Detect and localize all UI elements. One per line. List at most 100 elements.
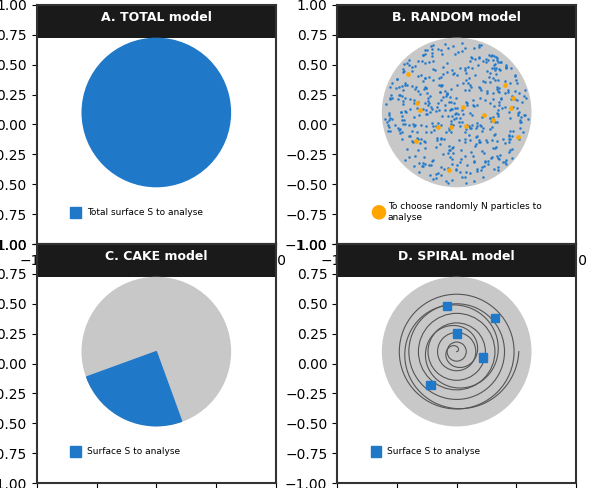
Point bbox=[425, 93, 435, 101]
Point bbox=[493, 154, 503, 162]
Point bbox=[485, 99, 495, 106]
Point bbox=[386, 95, 395, 103]
Point bbox=[493, 106, 503, 114]
Point bbox=[492, 109, 502, 117]
Point bbox=[440, 165, 449, 173]
Point bbox=[457, 155, 466, 163]
Point bbox=[452, 81, 462, 89]
Point bbox=[460, 152, 470, 160]
Point bbox=[461, 167, 471, 175]
Point bbox=[420, 59, 430, 66]
Point bbox=[440, 101, 450, 109]
Point bbox=[504, 139, 514, 146]
Point bbox=[445, 146, 455, 154]
Point bbox=[444, 99, 454, 106]
Point bbox=[428, 58, 438, 65]
Point bbox=[514, 108, 524, 116]
Point bbox=[461, 179, 471, 186]
Point bbox=[464, 131, 474, 139]
Point bbox=[489, 131, 498, 139]
Point bbox=[435, 140, 445, 148]
Point bbox=[489, 61, 499, 69]
Point bbox=[465, 122, 474, 130]
Point bbox=[435, 75, 444, 82]
Point bbox=[460, 138, 470, 145]
Point bbox=[398, 86, 408, 94]
Point bbox=[506, 95, 516, 103]
Point bbox=[404, 153, 414, 161]
Point bbox=[421, 74, 430, 81]
Point bbox=[397, 92, 407, 100]
Point bbox=[495, 151, 505, 159]
Point bbox=[482, 138, 492, 146]
Point bbox=[421, 84, 431, 92]
Point bbox=[516, 118, 526, 125]
Point bbox=[384, 123, 394, 131]
Point bbox=[474, 54, 484, 62]
Point bbox=[482, 89, 492, 97]
Point bbox=[420, 138, 430, 145]
Point bbox=[491, 64, 501, 72]
Point bbox=[462, 121, 472, 129]
Point bbox=[496, 58, 506, 66]
Point bbox=[424, 73, 434, 81]
Point bbox=[421, 74, 430, 81]
Point bbox=[462, 98, 471, 105]
Point bbox=[474, 83, 484, 91]
Point bbox=[381, 101, 391, 108]
Point bbox=[464, 74, 474, 81]
Point bbox=[414, 98, 424, 106]
Point bbox=[446, 105, 456, 113]
Point bbox=[419, 162, 428, 170]
Point bbox=[383, 121, 393, 128]
Point bbox=[428, 76, 438, 84]
Point bbox=[514, 135, 524, 143]
Point bbox=[409, 113, 419, 121]
Point bbox=[420, 45, 430, 53]
Point bbox=[412, 100, 422, 107]
Point bbox=[418, 105, 428, 113]
Point bbox=[496, 94, 506, 102]
Point bbox=[398, 98, 408, 105]
Bar bbox=[479, 353, 487, 362]
Point bbox=[422, 128, 432, 136]
Point bbox=[438, 94, 448, 102]
Point bbox=[460, 173, 470, 181]
Point bbox=[425, 171, 435, 179]
Point bbox=[491, 70, 501, 78]
Point bbox=[500, 81, 510, 89]
Point bbox=[406, 132, 416, 140]
Point bbox=[443, 164, 453, 172]
Point bbox=[451, 104, 460, 112]
Point bbox=[512, 104, 522, 112]
Point bbox=[411, 137, 421, 144]
Point bbox=[478, 57, 488, 65]
Point bbox=[483, 161, 493, 168]
Point bbox=[400, 107, 409, 115]
Point bbox=[476, 138, 485, 146]
Point bbox=[506, 103, 516, 111]
Point bbox=[444, 166, 454, 174]
Point bbox=[433, 45, 443, 53]
Point bbox=[436, 134, 446, 142]
Point bbox=[398, 121, 408, 128]
Point bbox=[457, 173, 466, 181]
Point bbox=[485, 78, 495, 85]
Point bbox=[385, 114, 395, 122]
Point bbox=[481, 157, 490, 165]
Point bbox=[408, 120, 418, 128]
Point bbox=[402, 108, 411, 116]
Point bbox=[478, 77, 487, 85]
Point bbox=[487, 153, 497, 161]
Point bbox=[385, 95, 395, 102]
Point bbox=[449, 99, 459, 107]
Point bbox=[417, 162, 427, 170]
Point bbox=[474, 54, 484, 61]
Point bbox=[514, 89, 524, 97]
Point bbox=[443, 149, 453, 157]
Point bbox=[519, 111, 528, 119]
Point bbox=[428, 157, 438, 164]
Point bbox=[457, 106, 467, 114]
Point bbox=[489, 165, 499, 173]
Point bbox=[441, 89, 451, 97]
